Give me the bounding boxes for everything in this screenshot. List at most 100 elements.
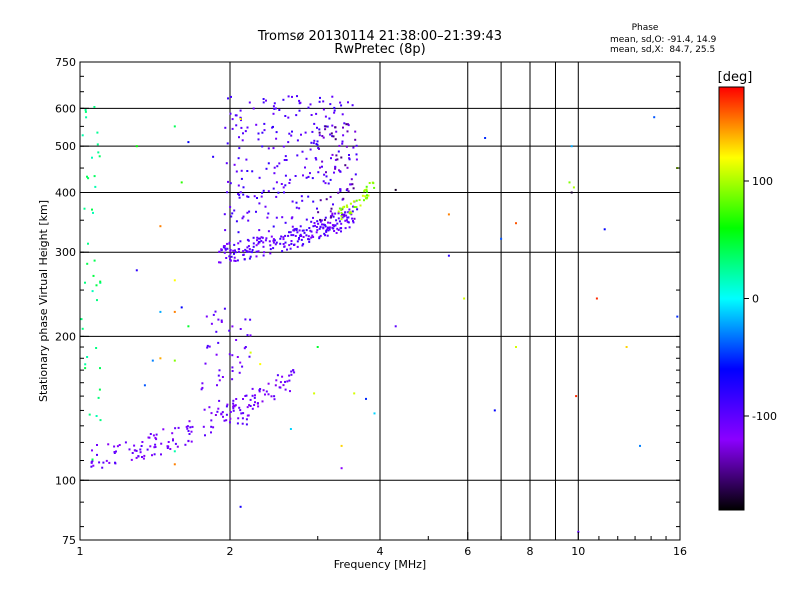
data-point	[225, 162, 228, 165]
data-point	[137, 455, 140, 458]
data-point	[242, 132, 244, 135]
data-point	[236, 422, 239, 425]
data-point	[267, 393, 270, 396]
data-point	[331, 95, 334, 98]
data-point	[107, 443, 110, 446]
data-point	[173, 279, 176, 282]
data-point	[319, 234, 322, 237]
data-point	[331, 214, 334, 217]
data-point	[595, 297, 598, 300]
data-point	[246, 334, 249, 337]
data-point	[307, 106, 310, 109]
data-point	[254, 401, 256, 404]
data-point	[244, 395, 247, 397]
data-point	[347, 101, 349, 104]
data-point	[258, 390, 261, 393]
data-point	[248, 101, 251, 104]
data-point	[340, 104, 343, 107]
data-point	[334, 212, 337, 215]
data-point	[289, 247, 292, 250]
data-point	[186, 425, 189, 428]
data-point	[105, 459, 108, 462]
data-point	[245, 158, 248, 161]
data-point	[102, 461, 105, 464]
data-point	[83, 207, 86, 210]
data-point	[346, 166, 349, 169]
data-point	[263, 122, 266, 125]
data-point	[352, 187, 355, 190]
data-point	[274, 107, 277, 110]
data-point	[334, 126, 337, 129]
data-point	[300, 133, 302, 136]
data-point	[251, 251, 253, 254]
data-point	[316, 220, 319, 223]
data-point	[231, 325, 234, 328]
data-point	[142, 457, 145, 460]
data-point	[316, 126, 318, 129]
data-point	[301, 244, 304, 247]
data-point	[93, 259, 96, 262]
data-point	[284, 380, 286, 383]
data-point	[177, 426, 180, 429]
data-point	[351, 210, 354, 213]
data-point	[205, 315, 208, 318]
data-point	[282, 384, 285, 387]
data-point	[229, 258, 231, 261]
data-point	[265, 237, 268, 240]
data-point	[265, 390, 268, 393]
data-point	[272, 125, 274, 128]
data-point	[365, 197, 367, 200]
data-point	[275, 195, 278, 198]
data-point	[234, 260, 237, 262]
data-point	[350, 178, 353, 181]
data-point	[334, 167, 337, 170]
data-point	[249, 318, 252, 321]
data-point	[257, 250, 260, 253]
data-point	[334, 138, 337, 141]
data-point	[577, 530, 580, 533]
data-point	[208, 345, 211, 348]
data-point	[233, 163, 236, 166]
data-point	[351, 104, 354, 107]
data-point	[342, 126, 344, 129]
data-point	[284, 155, 287, 158]
data-point	[316, 346, 319, 348]
data-point	[91, 156, 93, 159]
data-point	[285, 159, 288, 161]
data-point	[296, 95, 298, 98]
data-point	[81, 134, 84, 137]
data-point	[324, 216, 327, 219]
data-point	[238, 136, 240, 139]
data-point	[317, 211, 320, 214]
data-point	[352, 200, 355, 203]
data-point	[330, 157, 332, 160]
data-point	[328, 228, 331, 231]
data-point	[286, 380, 289, 383]
data-point	[364, 195, 367, 198]
data-point	[169, 448, 172, 450]
data-point	[149, 445, 152, 448]
data-point	[128, 448, 131, 451]
data-point	[139, 451, 142, 454]
data-point	[339, 188, 342, 191]
data-point	[260, 239, 263, 242]
data-point	[361, 194, 364, 197]
data-point	[310, 114, 313, 116]
data-point	[317, 171, 320, 174]
data-point	[309, 103, 312, 106]
data-point	[237, 193, 240, 195]
data-point	[279, 237, 282, 240]
data-point	[305, 234, 308, 237]
data-point	[275, 181, 278, 184]
data-point	[225, 419, 228, 422]
data-point	[130, 458, 133, 461]
data-point	[309, 229, 312, 232]
data-point	[292, 234, 295, 237]
data-point	[133, 449, 136, 452]
data-point	[216, 410, 219, 413]
data-point	[265, 99, 267, 102]
data-point	[262, 254, 265, 257]
data-point	[242, 253, 245, 256]
data-point	[275, 131, 278, 134]
data-point	[338, 169, 340, 172]
